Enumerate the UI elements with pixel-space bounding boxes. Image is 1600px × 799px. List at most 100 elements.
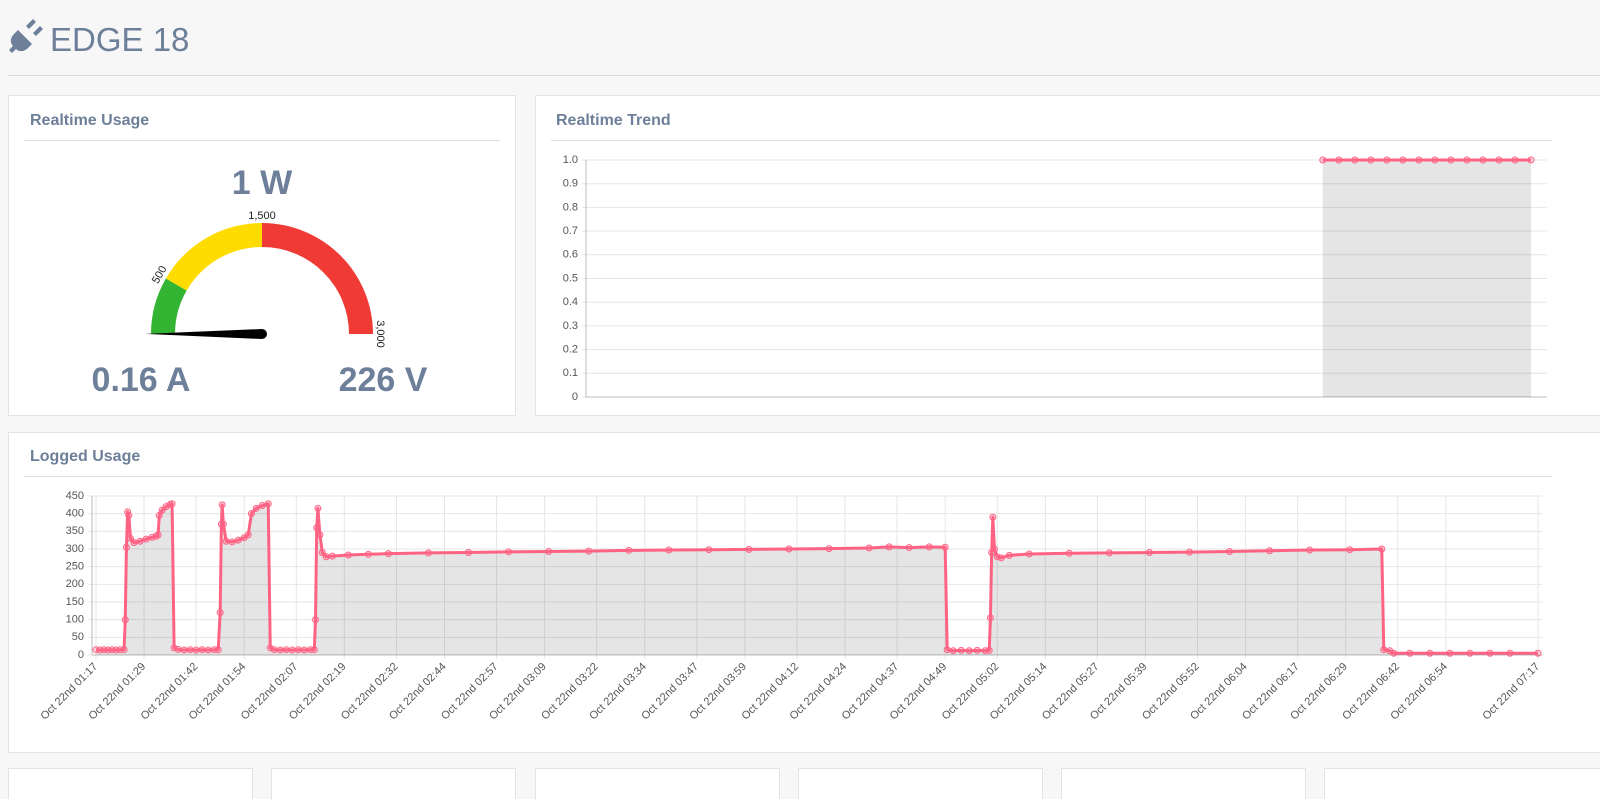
data-point: [122, 543, 130, 551]
data-point: [1226, 547, 1234, 555]
data-point: [270, 646, 278, 654]
data-point: [136, 537, 144, 545]
data-point: [192, 646, 200, 654]
data-point: [997, 554, 1005, 562]
y-tick-label: 0.5: [563, 272, 578, 284]
data-point: [545, 547, 553, 555]
data-point: [1506, 649, 1514, 657]
data-point: [219, 520, 227, 528]
area-fill: [1322, 160, 1531, 397]
data-point: [1534, 649, 1542, 657]
data-point: [905, 544, 913, 552]
data-point: [1145, 549, 1153, 557]
data-point: [344, 551, 352, 559]
data-point: [825, 545, 833, 553]
y-tick-label: 150: [66, 596, 84, 608]
panel-stub: [798, 768, 1043, 799]
data-point: [328, 552, 336, 560]
data-point: [705, 546, 713, 554]
power-reading: 1 W: [232, 164, 293, 202]
data-point: [1367, 156, 1375, 164]
panel-stub: [535, 768, 780, 799]
data-point: [1415, 156, 1423, 164]
current-reading: 0.16 A: [92, 361, 191, 399]
data-point: [585, 547, 593, 555]
data-point: [1383, 156, 1391, 164]
data-point: [313, 524, 321, 532]
gauge-needle-hub: [257, 329, 267, 339]
data-point: [943, 646, 951, 654]
data-point: [941, 543, 949, 551]
data-point: [990, 545, 998, 553]
data-point: [384, 550, 392, 558]
data-point: [322, 553, 330, 561]
data-point: [186, 646, 194, 654]
data-point: [785, 545, 793, 553]
data-point: [1447, 156, 1455, 164]
y-tick-label: 100: [66, 614, 84, 626]
panel-title: Logged Usage: [30, 448, 140, 465]
data-line: [95, 502, 1538, 655]
data-point: [745, 545, 753, 553]
data-point: [465, 549, 473, 557]
data-point: [258, 502, 266, 510]
data-point: [198, 646, 206, 654]
y-tick-label: 350: [66, 525, 84, 537]
data-point: [1065, 549, 1073, 557]
data-point: [314, 504, 322, 512]
data-point: [1025, 550, 1033, 558]
data-point: [1527, 156, 1535, 164]
data-point: [1266, 547, 1274, 555]
data-point: [120, 646, 128, 654]
area-fill: [96, 503, 1538, 655]
data-point: [130, 539, 138, 547]
data-point: [214, 646, 222, 654]
gauge-tick-label: 1,500: [248, 210, 276, 222]
data-point: [180, 646, 188, 654]
data-point: [1390, 649, 1398, 657]
y-tick-label: 50: [72, 631, 84, 643]
data-point: [1486, 649, 1494, 657]
data-point: [1431, 156, 1439, 164]
data-point: [247, 510, 255, 518]
data-point: [222, 537, 230, 545]
data-point: [1463, 156, 1471, 164]
data-point: [204, 646, 212, 654]
data-point: [1319, 156, 1327, 164]
data-point: [1186, 548, 1194, 556]
y-tick-label: 0.1: [563, 367, 578, 379]
data-point: [424, 549, 432, 557]
y-tick-label: 0.3: [563, 320, 578, 332]
data-point: [989, 513, 997, 521]
data-point: [282, 646, 290, 654]
page-title: EDGE 18: [50, 21, 189, 58]
panel-realtime-trend: [535, 95, 1600, 416]
data-point: [1406, 649, 1414, 657]
data-point: [1105, 549, 1113, 557]
data-point: [1335, 156, 1343, 164]
data-point: [965, 647, 973, 655]
panel-title: Realtime Trend: [556, 112, 671, 129]
data-point: [318, 549, 326, 557]
data-point: [294, 646, 302, 654]
data-point: [1446, 649, 1454, 657]
data-point: [1466, 649, 1474, 657]
data-point: [300, 646, 308, 654]
data-point: [973, 646, 981, 654]
data-point: [217, 520, 225, 528]
data-point: [155, 511, 163, 519]
y-tick-label: 0.6: [563, 249, 578, 261]
data-point: [1005, 551, 1013, 559]
data-point: [216, 609, 224, 617]
y-tick-label: 400: [66, 508, 84, 520]
data-point: [885, 543, 893, 551]
y-tick-label: 300: [66, 543, 84, 555]
data-point: [121, 616, 129, 624]
y-tick-label: 0: [572, 391, 578, 403]
y-tick-label: 450: [66, 490, 84, 502]
data-point: [1306, 546, 1314, 554]
y-tick-label: 250: [66, 561, 84, 573]
data-point: [1426, 649, 1434, 657]
